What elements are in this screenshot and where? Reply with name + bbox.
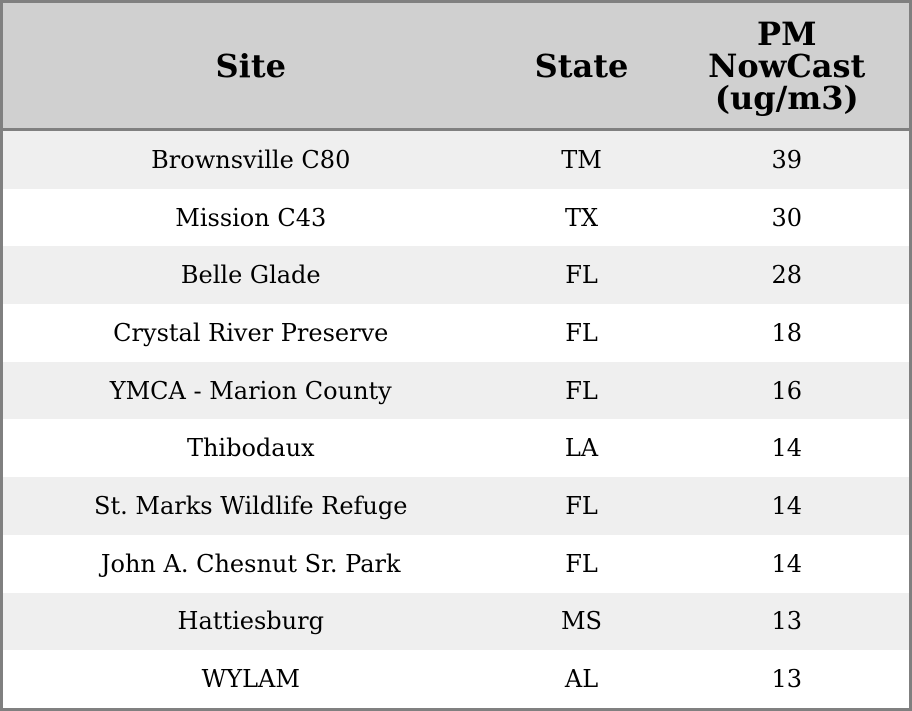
cell-site: John A. Chesnut Sr. Park	[1, 534, 499, 593]
cell-site: St. Marks Wildlife Refuge	[1, 477, 499, 535]
cell-pm-value: 28	[664, 246, 911, 305]
table-row: Mission C43 TX 30	[1, 188, 911, 247]
cell-pm-value: 18	[664, 304, 911, 362]
table-row: St. Marks Wildlife Refuge FL 14	[1, 477, 911, 535]
table-row: Thibodaux LA 14	[1, 419, 911, 478]
cell-site: Brownsville C80	[1, 129, 499, 189]
cell-state: AL	[498, 650, 665, 710]
cell-pm-value: 30	[664, 188, 911, 247]
header-state: State	[498, 1, 665, 131]
table-row: Hattiesburg MS 13	[1, 592, 911, 651]
table-row: John A. Chesnut Sr. Park FL 14	[1, 534, 911, 593]
table-row: Crystal River Preserve FL 18	[1, 304, 911, 362]
header-row: Site State PM NowCast (ug/m3)	[1, 1, 911, 131]
cell-site: Hattiesburg	[1, 592, 499, 651]
cell-state: FL	[498, 304, 665, 362]
table-row: Brownsville C80 TM 39	[1, 129, 911, 189]
table-row: Belle Glade FL 28	[1, 246, 911, 305]
header-pm-nowcast: PM NowCast (ug/m3)	[664, 1, 911, 131]
cell-site: WYLAM	[1, 650, 499, 710]
cell-site: Crystal River Preserve	[1, 304, 499, 362]
cell-state: MS	[498, 592, 665, 651]
cell-pm-value: 16	[664, 361, 911, 420]
cell-state: FL	[498, 477, 665, 535]
table-row: WYLAM AL 13	[1, 650, 911, 710]
cell-state: LA	[498, 419, 665, 478]
cell-state: FL	[498, 534, 665, 593]
cell-site: Thibodaux	[1, 419, 499, 478]
cell-pm-value: 14	[664, 419, 911, 478]
cell-pm-value: 13	[664, 650, 911, 710]
cell-state: FL	[498, 246, 665, 305]
cell-pm-value: 39	[664, 129, 911, 189]
cell-state: TX	[498, 188, 665, 247]
cell-state: TM	[498, 129, 665, 189]
cell-pm-value: 14	[664, 534, 911, 593]
header-site: Site	[1, 1, 499, 131]
cell-pm-value: 13	[664, 592, 911, 651]
cell-pm-value: 14	[664, 477, 911, 535]
cell-site: YMCA - Marion County	[1, 361, 499, 420]
cell-state: FL	[498, 361, 665, 420]
cell-site: Mission C43	[1, 188, 499, 247]
table-row: YMCA - Marion County FL 16	[1, 361, 911, 420]
cell-site: Belle Glade	[1, 246, 499, 305]
